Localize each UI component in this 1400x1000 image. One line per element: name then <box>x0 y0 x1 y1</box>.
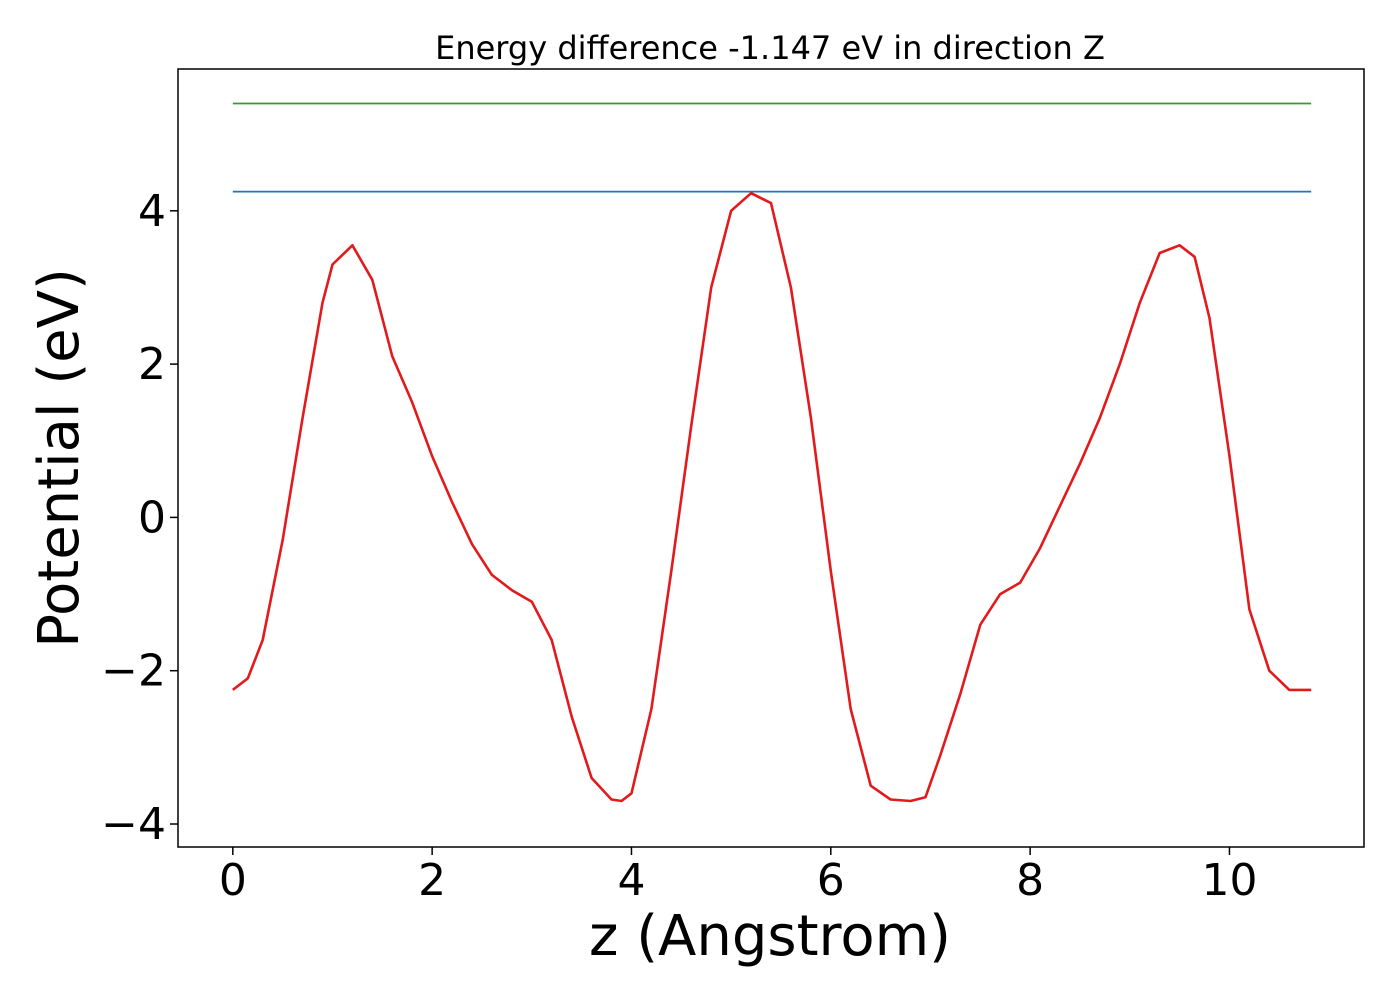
plot-area <box>177 68 1365 848</box>
series-line-2 <box>232 191 1312 803</box>
y-tick-label: −2 <box>101 646 166 697</box>
y-tick-label: −4 <box>101 799 166 850</box>
x-tick-label: 10 <box>1201 855 1257 906</box>
x-tick-label: 2 <box>418 855 446 906</box>
x-tick-label: 4 <box>617 855 645 906</box>
chart-title: Energy difference -1.147 eV in direction… <box>435 29 1105 67</box>
x-tick-label: 6 <box>817 855 845 906</box>
y-tick-label: 2 <box>138 339 166 390</box>
x-axis-label: z (Angstrom) <box>589 904 951 969</box>
y-axis-label: Potential (eV) <box>27 268 92 648</box>
series-layer <box>232 102 1312 803</box>
x-tick-label: 0 <box>219 855 247 906</box>
y-tick-label: 0 <box>138 492 166 543</box>
y-tick-label: 4 <box>138 186 166 237</box>
ticks-layer: 0 2 4 6 8 10 −4 −2 0 2 4 <box>101 186 1257 906</box>
x-tick-label: 8 <box>1016 855 1044 906</box>
